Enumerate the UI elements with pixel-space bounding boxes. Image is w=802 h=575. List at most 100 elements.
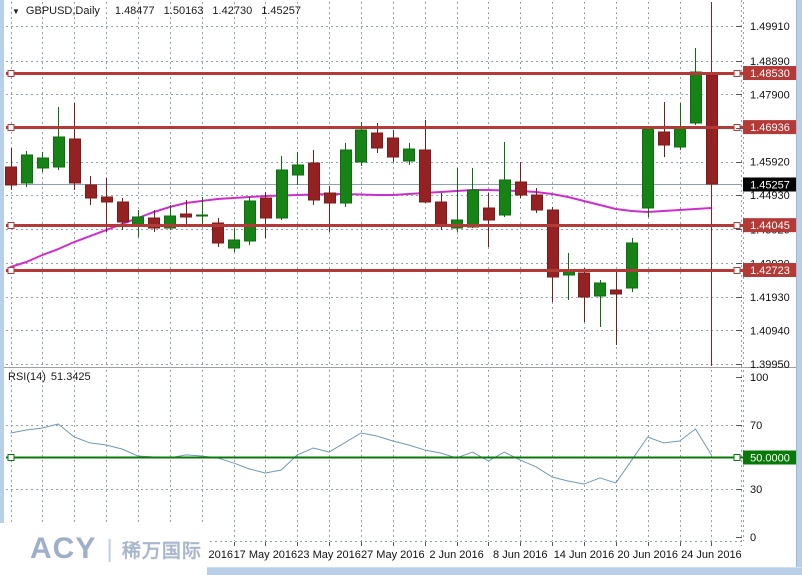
candle-bear [419,149,431,203]
logo-name-cn: 稀万国际 [121,540,202,562]
price-axis-label: 1.48890 [750,56,790,68]
candle-bear [308,162,320,201]
level-price-label: 1.44045 [750,220,790,232]
rsi-axis-label: 70 [750,420,762,432]
candle-bull [355,129,367,163]
rsi-level-label: 50.0000 [750,453,790,465]
line-endpoint-handle[interactable] [733,124,741,131]
candle-bear [85,184,97,199]
line-endpoint-handle[interactable] [7,267,15,274]
price-axis-label: 1.49910 [750,21,790,33]
window-frame-right [796,0,802,575]
candle-bull [53,136,65,168]
candle-bull [21,154,33,184]
candle-bull [244,200,256,242]
date-axis-label: 14 Jun 2016 [554,549,615,561]
candle-bear [117,201,129,223]
symbol-dropdown-icon[interactable]: ▼ [12,6,20,16]
candle-bear [260,197,272,219]
candle-bull [403,148,415,162]
logo-divider: | [106,534,113,563]
date-axis-label: 24 Jun 2016 [681,549,742,561]
candle-bear [69,138,81,184]
level-price-label-box [743,66,798,81]
candle-bear [610,289,622,295]
price-axis-label: 1.47900 [750,89,790,101]
line-endpoint-handle[interactable] [733,70,741,77]
candle-bear [658,131,670,146]
date-axis-label: 23 May 2016 [297,549,361,561]
candle-bear [148,217,160,229]
level-price-label-box [743,120,798,135]
date-axis-label: 2 Jun 2016 [429,549,483,561]
candle-bear [371,132,383,149]
date-axis-label: 27 May 2016 [361,549,425,561]
price-axis-label: 1.39950 [750,359,790,371]
candle-bear [483,207,495,221]
rsi-line [10,423,712,485]
candle-bull [690,71,702,124]
line-endpoint-handle[interactable] [733,267,741,274]
line-endpoint-handle[interactable] [733,222,741,229]
broker-logo: ACY | 稀万国际 [0,523,207,575]
level-price-label: 1.48530 [750,68,790,80]
rsi-value: 51.3425 [50,371,91,383]
candle-bull [626,242,638,289]
candle-bull [642,128,654,209]
candle-bull [594,282,606,297]
price-axis-label: 1.44930 [750,190,790,202]
candle-bull [499,179,511,216]
rsi-level-label-box [743,450,798,465]
line-endpoint-handle[interactable] [733,454,741,461]
low-value: 1.42730 [212,5,253,17]
candle-bear [324,192,336,204]
candle-bear [101,196,113,203]
rsi-axis-label: 30 [750,484,762,496]
price-axis-label: 1.40940 [750,325,790,337]
open-value: 1.48477 [114,5,155,17]
candle-bull [467,189,479,228]
level-price-label-box [743,218,798,233]
candle-bear [435,201,447,226]
candle-bull [340,149,352,204]
candle-bear [547,209,559,278]
window-frame-left [0,0,4,575]
line-endpoint-handle[interactable] [7,70,15,77]
date-axis-label: 8 Jun 2016 [493,549,547,561]
level-price-label-box [743,263,798,277]
window-frame-bottom [0,567,802,575]
candle-bear [180,213,192,218]
candle-bull [292,164,304,176]
price-axis-label: 1.41930 [750,292,790,304]
candle-bull [37,157,49,169]
chart-title: ▼ GBPUSD,Daily 1.48477 1.50163 1.42730 1… [12,5,301,17]
candle-bull [164,215,176,229]
level-price-label: 1.42723 [750,265,790,277]
date-axis-label: 20 Jun 2016 [617,549,678,561]
candle-bull [276,169,288,219]
date-axis-label: 17 May 2016 [234,549,298,561]
line-endpoint-handle[interactable] [7,124,15,131]
candle-bull [228,239,240,249]
candle-bear [212,222,224,244]
logo-brand: ACY [30,532,97,565]
level-price-label: 1.46936 [750,122,790,134]
candle-bear [531,194,543,211]
current-price-label-box [743,177,798,192]
current-price-label: 1.45257 [750,180,790,192]
candle-bear [387,137,399,158]
candle-bear [5,166,17,186]
symbol-period-label: GBPUSD,Daily [25,5,100,17]
candle-bull [196,214,208,217]
rsi-name: RSI(14) [8,371,46,383]
line-endpoint-handle[interactable] [7,454,15,461]
rsi-axis-label: 0 [750,532,756,544]
price-axis-label: 1.45920 [750,157,790,169]
line-endpoint-handle[interactable] [7,222,15,229]
rsi-indicator-label: RSI(14) 51.3425 [8,371,91,383]
rsi-axis-label: 100 [750,372,768,384]
candle-bull [674,127,686,148]
